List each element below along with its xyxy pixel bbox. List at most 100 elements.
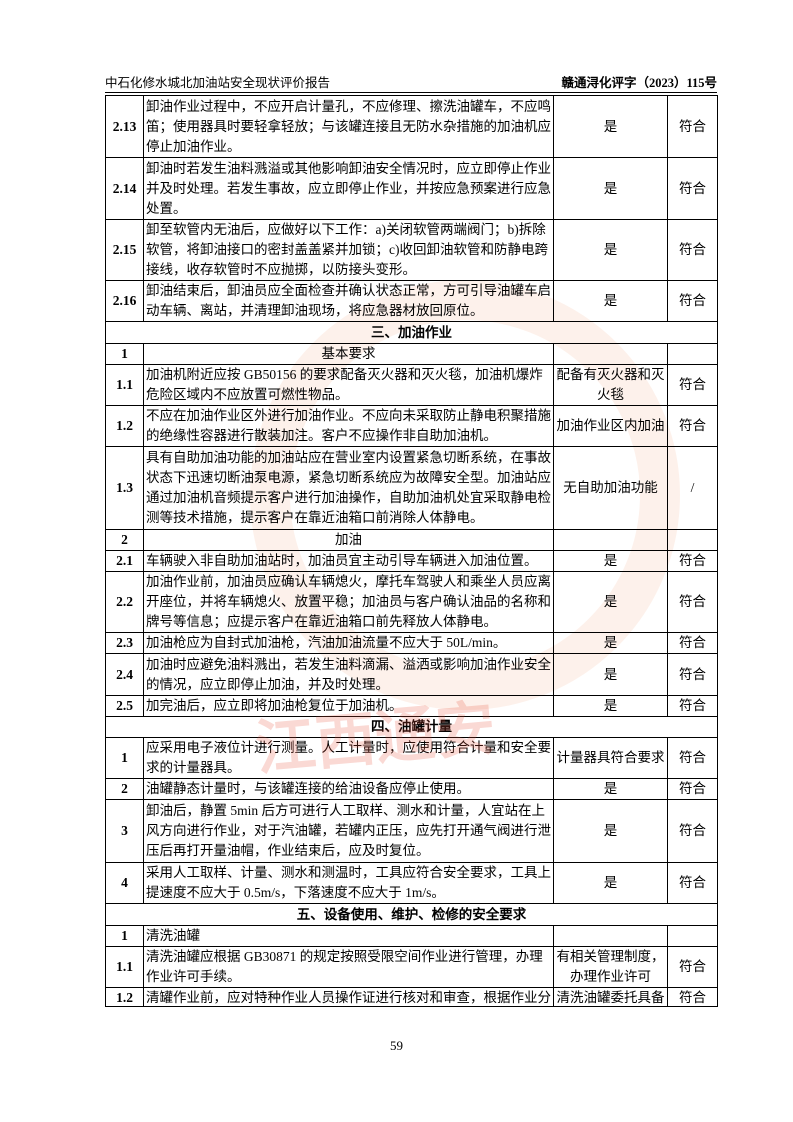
item-content-text: 加完油后，应立即将加油枪复位于加油机。	[146, 698, 403, 713]
check-result: 是	[553, 157, 668, 220]
check-result-text: 是	[603, 180, 618, 196]
item-content: 加油机附近应按 GB50156 的要求配备灭火器和灭火毯，加油机爆炸危险区域内不…	[143, 364, 554, 406]
table-row: 1.3 具有自助加油功能的加油站应在营业室内设置紧急切断系统，在事故状态下迅速切断…	[105, 446, 718, 530]
check-result-text: 是	[603, 781, 618, 796]
item-number-text: 1.1	[116, 377, 133, 392]
table-row: 3 卸油后，静置 5min 后方可进行人工取样、测水和计量，人宜站在上风方向进行作…	[105, 799, 718, 863]
check-result-text: 有相关管理制度，办理作业许可	[556, 949, 665, 984]
item-content-text: 清罐作业前，应对特种作业人员操作证进行核对和审查，根据作业分组	[146, 990, 551, 1005]
item-number-text: 2.16	[112, 293, 137, 308]
check-result-text: 加油作业区内加油	[556, 418, 665, 433]
item-number-text: 1	[121, 346, 128, 361]
conclusion-text: 符合	[679, 781, 706, 796]
check-result: 是	[553, 95, 668, 158]
item-content-text: 卸油结束后，卸油员应全面检查并确认状态正常，方可引导油罐车启动车辆、离站，并清理…	[146, 283, 551, 318]
section-title: 五、设备使用、维护、检修的安全要求	[105, 903, 718, 926]
item-number-text: 1.3	[116, 480, 133, 495]
item-number: 2.5	[105, 695, 144, 717]
table-row: 1.2 不应在加油作业区外进行加油作业。不应向未采取防止静电积聚措施的绝缘性容器进…	[105, 405, 718, 447]
check-result-text: 是	[603, 875, 618, 890]
check-result-text: 清洗油罐委托具备	[556, 990, 665, 1005]
item-content: 卸油结束后，卸油员应全面检查并确认状态正常，方可引导油罐车启动车辆、离站，并清理…	[143, 280, 554, 322]
conclusion-text: 符合	[679, 990, 706, 1005]
item-content-text: 加油时应避免油料溅出，若发生油料滴漏、溢洒或影响加油作业安全的情况，应立即停止加…	[146, 656, 551, 692]
section-title-text: 五、设备使用、维护、检修的安全要求	[296, 906, 527, 922]
item-number-text: 2.13	[112, 118, 137, 134]
checklist-table: 2.13 卸油作业过程中，不应开启计量孔，不应修理、擦洗油罐车，不应鸣笛；使用器具…	[105, 95, 718, 1007]
item-content: 清罐作业前，应对特种作业人员操作证进行核对和审查，根据作业分组	[143, 987, 554, 1007]
conclusion-text: 符合	[679, 594, 706, 609]
conclusion-text: 符合	[679, 666, 706, 682]
check-result-text: 是	[603, 118, 618, 134]
item-number: 2.1	[105, 550, 144, 572]
item-number: 3	[105, 799, 144, 863]
check-result-text: 是	[603, 242, 618, 257]
item-number-text: 1.2	[116, 418, 133, 433]
check-result: 无自助加油功能	[553, 446, 668, 530]
check-result: 是	[553, 219, 668, 281]
item-content-text: 应采用电子液位计进行测量。人工计量时，应使用符合计量和安全要求的计量器具。	[146, 740, 551, 775]
conclusion-text: 符合	[679, 635, 706, 650]
conclusion: 符合	[667, 653, 718, 696]
item-number: 2.4	[105, 653, 144, 696]
section-title: 三、加油作业	[105, 321, 718, 344]
item-number: 2.2	[105, 571, 144, 633]
check-result-text: 是	[603, 698, 618, 713]
item-content-text: 卸油后，静置 5min 后方可进行人工取样、测水和计量，人宜站在上风方向进行作业…	[146, 803, 551, 858]
item-number-text: 2.14	[112, 180, 137, 196]
page-number: 59	[390, 1038, 403, 1053]
conclusion	[667, 529, 718, 551]
conclusion-text: 符合	[679, 118, 706, 134]
item-number-text: 2.1	[116, 553, 133, 568]
check-result: 计量器具符合要求	[553, 737, 668, 779]
conclusion-text: 符合	[679, 875, 706, 890]
item-content: 卸油时若发生油料溅溢或其他影响卸油安全情况时，应立即停止作业并及时处理。若发生事…	[143, 157, 554, 220]
item-number: 2.13	[105, 95, 144, 158]
conclusion: 符合	[667, 862, 718, 904]
item-content: 应采用电子液位计进行测量。人工计量时，应使用符合计量和安全要求的计量器具。	[143, 737, 554, 779]
table-row: 2.5 加完油后，应立即将加油枪复位于加油机。 是 符合	[105, 695, 718, 717]
item-number-text: 3	[121, 823, 128, 838]
table-row: 1.1 加油机附近应按 GB50156 的要求配备灭火器和灭火毯，加油机爆炸危险区…	[105, 364, 718, 406]
conclusion: 符合	[667, 405, 718, 447]
item-number-text: 2.4	[116, 666, 133, 682]
section-title: 四、油罐计量	[105, 716, 718, 738]
table-row: 4 采用人工取样、计量、测水和测温时，工具应符合安全要求，工具上提速度不应大于 0…	[105, 862, 718, 904]
table-row: 2.4 加油时应避免油料溅出，若发生油料滴漏、溢洒或影响加油作业安全的情况，应立即…	[105, 653, 718, 696]
item-number: 2	[105, 778, 144, 800]
item-content: 加油时应避免油料溅出，若发生油料滴漏、溢洒或影响加油作业安全的情况，应立即停止加…	[143, 653, 554, 696]
item-content-text: 加油机附近应按 GB50156 的要求配备灭火器和灭火毯，加油机爆炸危险区域内不…	[146, 367, 543, 402]
item-content-text: 卸油时若发生油料溅溢或其他影响卸油安全情况时，应立即停止作业并及时处理。若发生事…	[146, 160, 551, 216]
table-row: 2.2 加油作业前，加油员应确认车辆熄火，摩托车驾驶人和乘坐人员应离开座位，并将车…	[105, 571, 718, 633]
check-result-text: 是	[603, 666, 618, 682]
conclusion: 符合	[667, 946, 718, 988]
table-row: 三、加油作业	[105, 321, 718, 344]
header-doc-no: 赣通浔化评字（2023）115号	[561, 76, 717, 90]
table-row: 2.14 卸油时若发生油料溅溢或其他影响卸油安全情况时，应立即停止作业并及时处理。…	[105, 157, 718, 220]
item-number: 2.15	[105, 219, 144, 281]
conclusion: 符合	[667, 799, 718, 863]
item-number-text: 2.2	[116, 594, 133, 609]
conclusion: 符合	[667, 95, 718, 158]
conclusion-text: 符合	[679, 377, 706, 392]
conclusion-text: 符合	[679, 553, 706, 568]
item-number-text: 2.5	[116, 698, 133, 713]
table-row: 2.3 加油枪应为自封式加油枪，汽油加油流量不应大于 50L/min。 是 符合	[105, 632, 718, 654]
check-result	[553, 529, 668, 551]
check-result-text: 是	[603, 594, 618, 609]
conclusion: 符合	[667, 571, 718, 633]
item-content: 加油作业前，加油员应确认车辆熄火，摩托车驾驶人和乘坐人员应离开座位，并将车辆熄火…	[143, 571, 554, 633]
check-result: 是	[553, 280, 668, 322]
item-content: 不应在加油作业区外进行加油作业。不应向未采取防止静电积聚措施的绝缘性容器进行散装…	[143, 405, 554, 447]
table-row: 2 加油	[105, 529, 718, 551]
item-content-text: 加油枪应为自封式加油枪，汽油加油流量不应大于 50L/min。	[146, 635, 507, 650]
check-result-text: 无自助加油功能	[563, 480, 658, 495]
item-content-text: 加油作业前，加油员应确认车辆熄火，摩托车驾驶人和乘坐人员应离开座位，并将车辆熄火…	[146, 574, 551, 629]
check-result-text: 是	[603, 635, 618, 650]
table-row: 2 油罐静态计量时，与该罐连接的给油设备应停止使用。 是 符合	[105, 778, 718, 800]
check-result: 是	[553, 778, 668, 800]
item-content: 清洗油罐应根据 GB30871 的规定按照受限空间作业进行管理，办理作业许可手续…	[143, 946, 554, 988]
conclusion-text: 符合	[679, 959, 706, 974]
item-content-text: 采用人工取样、计量、测水和测温时，工具应符合安全要求，工具上提速度不应大于 0.…	[146, 865, 551, 900]
item-content-text: 清洗油罐应根据 GB30871 的规定按照受限空间作业进行管理，办理作业许可手续…	[146, 949, 543, 984]
